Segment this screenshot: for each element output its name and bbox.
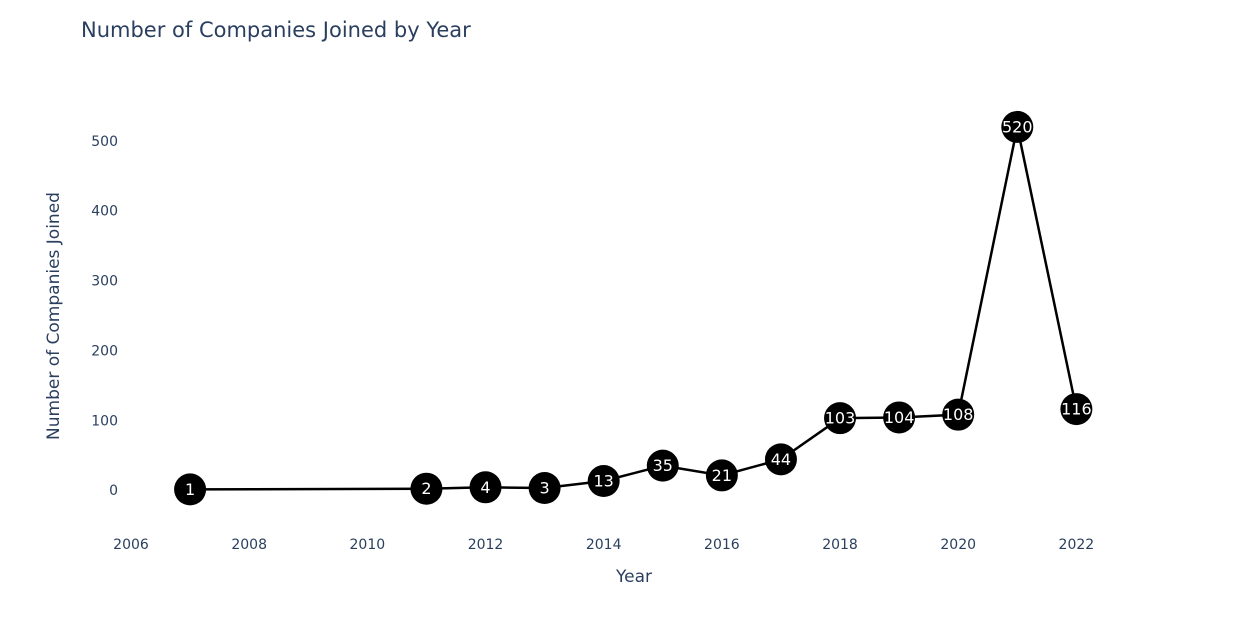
data-point-marker xyxy=(646,449,679,482)
data-point-marker xyxy=(705,459,738,492)
y-axis-ticks: 0 100 200 300 400 500 xyxy=(91,134,118,499)
x-tick-label: 2010 xyxy=(350,537,386,553)
x-tick-label: 2022 xyxy=(1059,537,1095,553)
data-point-label: 3 xyxy=(540,479,550,498)
data-point-label: 21 xyxy=(712,466,732,485)
x-axis-ticks: 2006 2008 2010 2012 2014 2016 2018 2020 2022 xyxy=(113,537,1094,553)
y-tick-label: 200 xyxy=(91,343,118,359)
x-tick-label: 2012 xyxy=(468,537,504,553)
data-point-label: 4 xyxy=(480,478,490,497)
data-point-marker xyxy=(587,465,620,498)
data-point-label: 1 xyxy=(185,480,195,499)
y-tick-label: 500 xyxy=(91,134,118,150)
data-point-label: 13 xyxy=(594,472,614,491)
data-point-marker xyxy=(1001,110,1034,143)
data-point-label: 44 xyxy=(771,450,791,469)
data-markers: 1 2 4 3 13 35 21 44 103 104 108 520 116 xyxy=(174,110,1093,506)
x-axis-title: Year xyxy=(615,567,652,587)
data-point-label: 520 xyxy=(1002,117,1033,136)
data-point-label: 103 xyxy=(825,409,856,428)
x-tick-label: 2014 xyxy=(586,537,622,553)
data-point-marker xyxy=(410,472,443,505)
data-point-marker xyxy=(528,472,561,505)
data-point-marker xyxy=(942,398,975,431)
series-line xyxy=(190,126,1078,491)
data-point-label: 108 xyxy=(943,405,974,424)
data-point-marker xyxy=(883,401,916,434)
y-tick-label: 0 xyxy=(109,483,118,499)
data-point-marker xyxy=(469,471,502,504)
data-point-marker xyxy=(1060,393,1093,426)
x-tick-label: 2008 xyxy=(231,537,267,553)
data-point-marker xyxy=(824,402,857,435)
chart-title: Number of Companies Joined by Year xyxy=(81,18,471,42)
y-tick-label: 400 xyxy=(91,204,118,220)
x-tick-label: 2020 xyxy=(940,537,976,553)
y-tick-label: 300 xyxy=(91,274,118,290)
data-point-label: 116 xyxy=(1061,400,1092,419)
x-tick-label: 2006 xyxy=(113,537,149,553)
y-axis-title: Number of Companies Joined xyxy=(44,192,64,440)
x-tick-label: 2016 xyxy=(704,537,740,553)
data-point-label: 104 xyxy=(884,408,915,427)
data-point-label: 2 xyxy=(421,479,431,498)
x-tick-label: 2018 xyxy=(822,537,858,553)
data-point-marker xyxy=(174,473,207,506)
data-point-label: 35 xyxy=(653,456,673,475)
data-point-marker xyxy=(764,443,797,476)
y-tick-label: 100 xyxy=(91,413,118,429)
